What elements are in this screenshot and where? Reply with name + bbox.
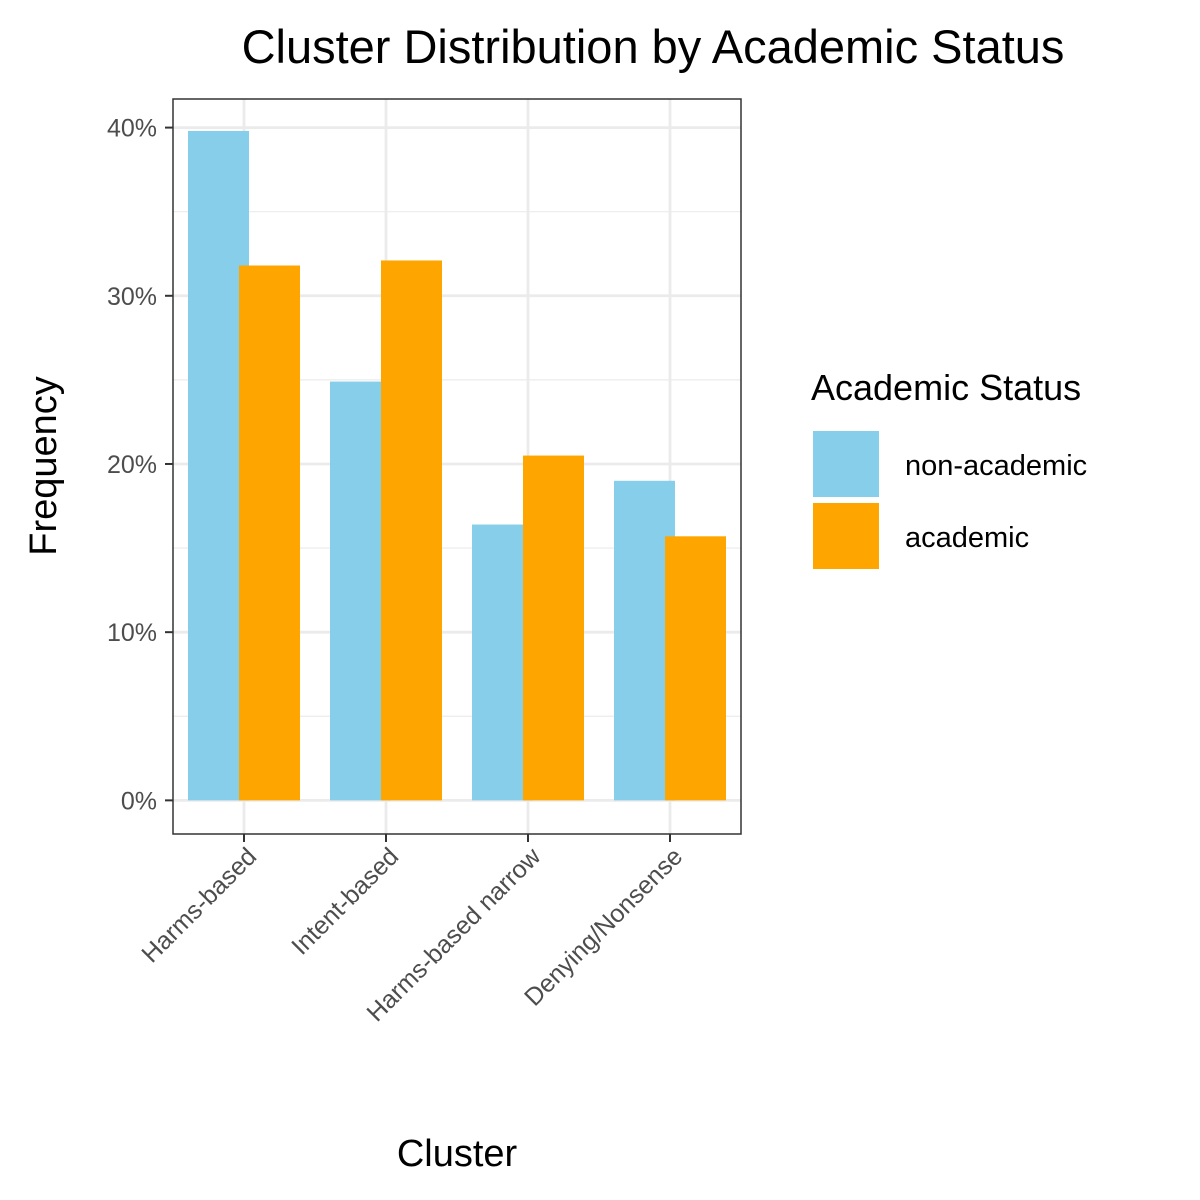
y-tick-label: 0% [121, 787, 157, 815]
bar-academic-1 [239, 265, 300, 801]
bar-academic-3 [523, 455, 584, 801]
bar-academic-4 [665, 536, 726, 801]
bar-non-academic-4 [614, 480, 675, 801]
x-tick-label: Intent-based [286, 842, 404, 960]
legend: Academic Status non-academic academic [811, 367, 1087, 569]
bar-academic-2 [381, 260, 442, 801]
x-axis-title: Cluster [397, 1133, 518, 1175]
legend-key-academic [813, 503, 879, 569]
legend-items: non-academic academic [813, 431, 1087, 569]
y-axis: 0% 10% 20% 30% 40% [107, 115, 173, 815]
bars [188, 130, 726, 801]
bar-non-academic-3 [472, 524, 533, 801]
chart-title: Cluster Distribution by Academic Status [242, 20, 1065, 73]
y-tick-label: 40% [107, 115, 157, 143]
y-tick-label: 20% [107, 451, 157, 479]
y-tick-label: 30% [107, 283, 157, 311]
x-tick-label: Denying/Nonsense [519, 842, 688, 1011]
y-tick-label: 10% [107, 619, 157, 647]
x-tick-label: Harms-based [136, 842, 262, 968]
bar-non-academic-2 [330, 381, 391, 801]
legend-label-non-academic: non-academic [905, 450, 1087, 482]
legend-label-academic: academic [905, 522, 1029, 554]
y-axis-title: Frequency [23, 376, 65, 556]
plot-area [172, 98, 742, 835]
plot-border [172, 98, 742, 835]
legend-key-non-academic [813, 431, 879, 497]
legend-title: Academic Status [811, 367, 1081, 408]
bar-non-academic-1 [188, 130, 249, 801]
